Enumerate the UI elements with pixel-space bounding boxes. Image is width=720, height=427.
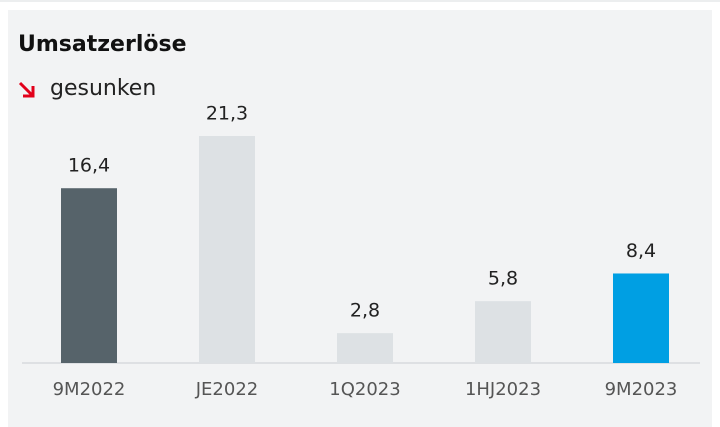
x-tick-label: 1HJ2023 bbox=[465, 379, 541, 400]
bar bbox=[199, 136, 255, 363]
x-tick-label: 9M2022 bbox=[53, 379, 126, 400]
data-label: 16,4 bbox=[68, 155, 110, 177]
bar bbox=[613, 273, 669, 363]
data-label: 8,4 bbox=[626, 240, 656, 262]
bar bbox=[337, 333, 393, 363]
down-arrow-icon bbox=[18, 81, 35, 98]
x-tick-label: 1Q2023 bbox=[329, 379, 400, 400]
top-border bbox=[0, 0, 720, 2]
data-label: 21,3 bbox=[206, 103, 248, 125]
x-tick-label: 9M2023 bbox=[605, 379, 678, 400]
data-label: 2,8 bbox=[350, 300, 380, 322]
x-tick-label: JE2022 bbox=[195, 379, 259, 400]
chart-subtitle: gesunken bbox=[50, 76, 156, 101]
chart-title: Umsatzerlöse bbox=[18, 32, 187, 57]
bar bbox=[475, 301, 531, 363]
bar bbox=[61, 188, 117, 363]
data-label: 5,8 bbox=[488, 268, 518, 290]
